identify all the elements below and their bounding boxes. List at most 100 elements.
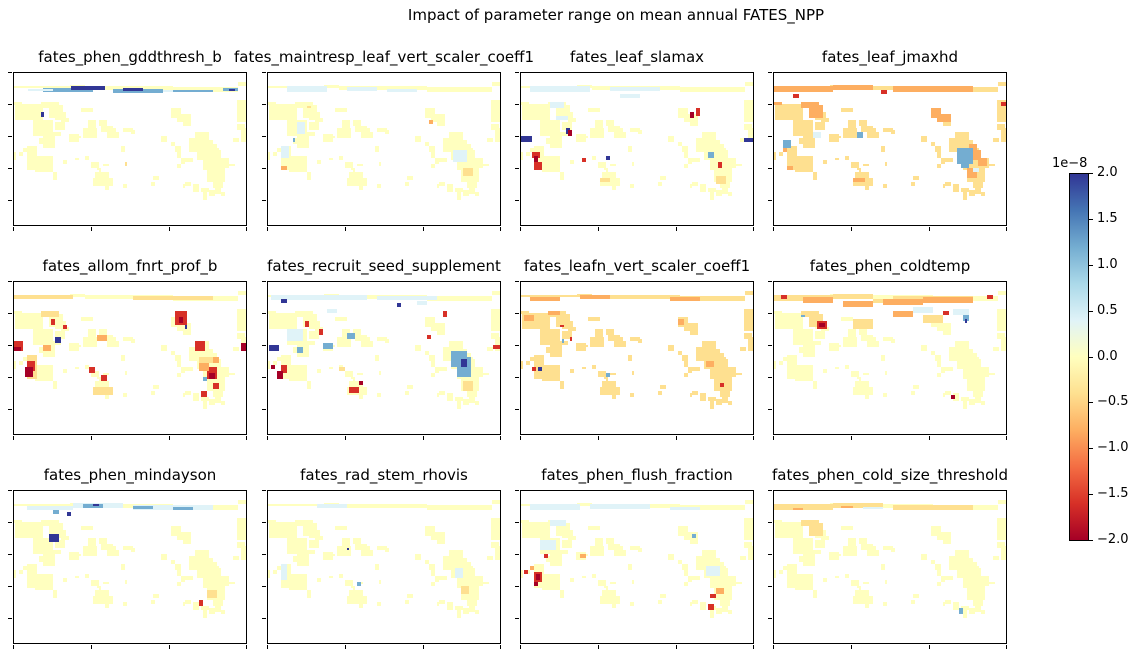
land-cell (353, 379, 355, 381)
anomaly-cell (813, 172, 817, 180)
land-cell (345, 371, 353, 377)
land-cell (431, 373, 435, 377)
anomaly-cell (678, 351, 682, 355)
anomaly-cell (923, 315, 943, 323)
x-tick (851, 645, 852, 649)
land-cell (88, 538, 96, 546)
anomaly-cell (281, 166, 287, 170)
land-cell (439, 158, 447, 162)
land-cell (457, 610, 461, 618)
land-cell (291, 584, 299, 588)
land-cell (342, 329, 350, 337)
land-cell (427, 87, 492, 92)
land-cell (55, 540, 65, 548)
land-cell (455, 397, 463, 401)
land-cell (151, 391, 155, 395)
land-cell (668, 554, 674, 560)
land-cell (981, 401, 985, 405)
y-tick (768, 200, 772, 201)
land-cell (177, 570, 181, 576)
land-cell (610, 582, 616, 584)
land-cell (77, 136, 81, 138)
land-cell (241, 546, 247, 560)
land-cell (171, 560, 175, 564)
anomaly-cell (562, 321, 573, 329)
land-cell (787, 564, 797, 588)
land-cell (570, 578, 574, 582)
anomaly-cell (710, 594, 716, 598)
anomaly-cell (568, 327, 576, 331)
land-cell (748, 128, 754, 142)
land-cell (27, 564, 37, 588)
anomaly-cell (937, 164, 941, 168)
y-tick (8, 586, 12, 587)
anomaly-cell (740, 347, 746, 351)
anomaly-cell (823, 160, 827, 164)
anomaly-cell (941, 158, 945, 164)
map-panel: fates_recruit_seed_supplement (262, 257, 501, 440)
land-cell (855, 590, 869, 596)
land-cell (658, 600, 662, 604)
land-cell (700, 602, 706, 610)
land-cell (317, 369, 321, 373)
land-cell (88, 329, 96, 337)
land-cell (407, 385, 413, 389)
land-cell (121, 355, 125, 361)
colorbar-tick-label: 1.0 (1097, 257, 1118, 272)
land-cell (183, 122, 191, 126)
land-cell (269, 313, 297, 329)
land-cell (684, 164, 688, 168)
x-tick (169, 436, 170, 440)
land-cell (981, 610, 985, 614)
land-cell (941, 576, 945, 582)
land-cell (329, 158, 333, 160)
land-cell (75, 576, 79, 578)
land-cell (658, 182, 662, 186)
anomaly-cell (803, 134, 815, 148)
x-tick (1006, 645, 1007, 649)
land-cell (722, 188, 728, 194)
anomaly-cell (123, 88, 143, 91)
land-cell (203, 401, 207, 409)
anomaly-cell (745, 291, 754, 295)
anomaly-cell (199, 357, 219, 363)
land-cell (175, 146, 181, 152)
land-cell (520, 570, 523, 578)
land-cell (353, 588, 355, 590)
land-cell (483, 582, 489, 584)
colorbar-tick-label: 0.0 (1097, 349, 1118, 364)
land-cell (112, 546, 116, 550)
land-cell (815, 331, 825, 339)
panel-title: fates_leaf_slamax (569, 48, 705, 66)
land-cell (457, 401, 461, 409)
land-cell (193, 393, 199, 401)
land-cell (267, 311, 276, 314)
land-cell (813, 381, 817, 389)
land-cell (13, 152, 16, 160)
land-cell (710, 610, 714, 618)
colorbar-tick-label: −1.0 (1097, 440, 1129, 455)
anomaly-cell (125, 162, 127, 166)
y-tick (262, 136, 266, 137)
x-tick (676, 436, 677, 440)
land-cell (291, 166, 299, 170)
anomaly-cell (781, 295, 787, 299)
land-cell (491, 333, 499, 339)
land-cell (495, 337, 501, 351)
land-cell (941, 367, 945, 373)
anomaly-cell (728, 401, 732, 405)
land-cell (429, 355, 435, 361)
land-cell (23, 566, 27, 570)
anomaly-cell (997, 100, 1007, 122)
anomaly-cell (959, 608, 963, 614)
land-cell (439, 600, 445, 604)
land-cell (273, 570, 277, 574)
land-cell (435, 367, 439, 373)
land-cell (491, 309, 501, 331)
land-cell (85, 365, 89, 369)
land-cell (945, 391, 951, 395)
land-cell (787, 355, 797, 379)
anomaly-cell (281, 146, 289, 158)
land-cell (267, 152, 270, 160)
x-tick (345, 227, 346, 231)
